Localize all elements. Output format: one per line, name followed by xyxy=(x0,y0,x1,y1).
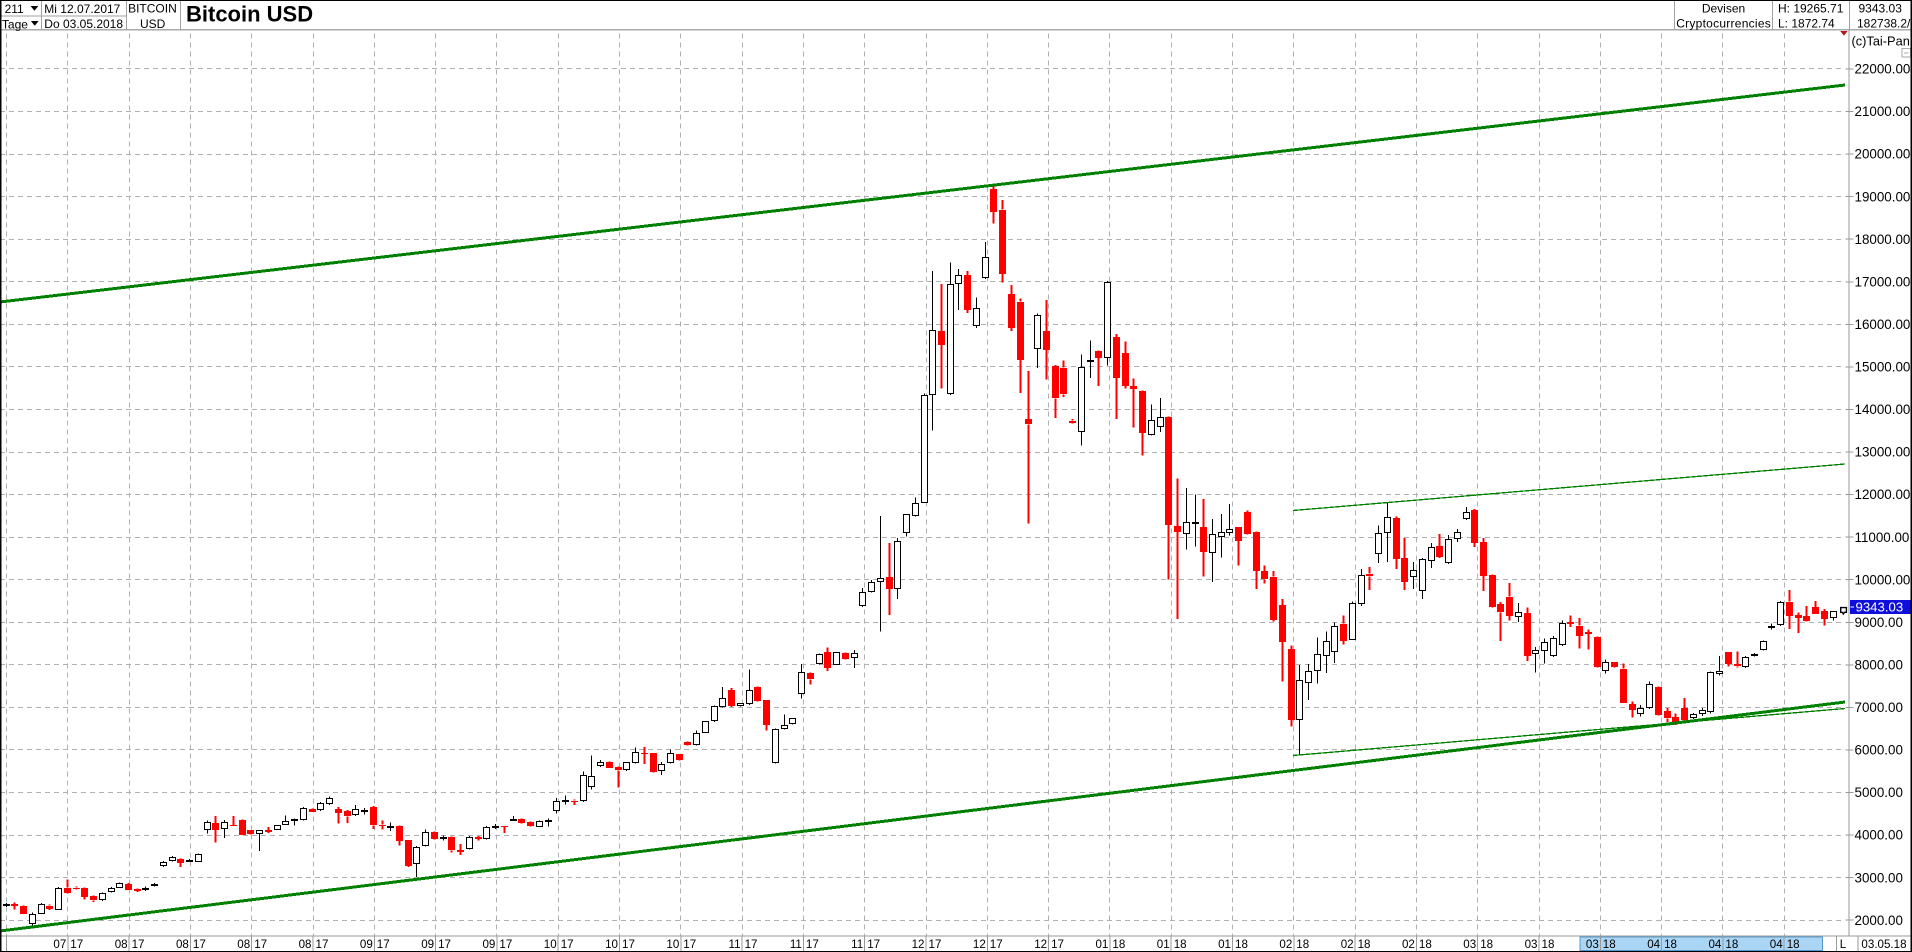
svg-text:18: 18 xyxy=(1664,938,1677,951)
svg-text:17: 17 xyxy=(438,938,451,951)
svg-text:L: 1872.74: L: 1872.74 xyxy=(1778,17,1835,31)
svg-text:03: 03 xyxy=(1586,938,1599,951)
svg-text:08: 08 xyxy=(237,938,250,951)
svg-text:04: 04 xyxy=(1708,938,1721,951)
svg-text:17: 17 xyxy=(132,938,145,951)
svg-text:Mi 12.07.2017: Mi 12.07.2017 xyxy=(44,2,120,16)
svg-text:20000.00: 20000.00 xyxy=(1855,147,1911,162)
svg-text:18: 18 xyxy=(1603,938,1616,951)
svg-text:17: 17 xyxy=(745,938,758,951)
svg-text:10: 10 xyxy=(605,938,618,951)
svg-text:02: 02 xyxy=(1279,938,1292,951)
svg-text:03: 03 xyxy=(1525,938,1538,951)
svg-text:07: 07 xyxy=(53,938,66,951)
svg-text:11000.00: 11000.00 xyxy=(1855,530,1910,545)
svg-text:09: 09 xyxy=(360,938,373,951)
svg-text:10: 10 xyxy=(544,938,557,951)
svg-text:18: 18 xyxy=(1296,938,1309,951)
svg-text:17: 17 xyxy=(683,938,696,951)
svg-text:2000.00: 2000.00 xyxy=(1855,913,1903,928)
svg-text:02: 02 xyxy=(1402,938,1415,951)
svg-text:9000.00: 9000.00 xyxy=(1855,615,1903,630)
svg-text:Devisen: Devisen xyxy=(1702,2,1745,16)
svg-text:02: 02 xyxy=(1341,938,1354,951)
svg-text:08: 08 xyxy=(176,938,189,951)
svg-text:17: 17 xyxy=(806,938,819,951)
svg-text:17: 17 xyxy=(316,938,329,951)
svg-text:15000.00: 15000.00 xyxy=(1855,360,1911,375)
svg-text:17: 17 xyxy=(70,938,83,951)
svg-text:04: 04 xyxy=(1770,938,1783,951)
svg-text:12: 12 xyxy=(973,938,986,951)
svg-text:10: 10 xyxy=(666,938,679,951)
svg-text:9343.03: 9343.03 xyxy=(1859,2,1903,16)
svg-text:18: 18 xyxy=(1542,938,1555,951)
svg-text:17: 17 xyxy=(254,938,267,951)
svg-text:17: 17 xyxy=(990,938,1003,951)
svg-text:16000.00: 16000.00 xyxy=(1855,317,1911,332)
svg-text:18: 18 xyxy=(1235,938,1248,951)
svg-text:18: 18 xyxy=(1725,938,1738,951)
svg-text:03.05.18: 03.05.18 xyxy=(1861,938,1906,951)
svg-text:H: 19265.71: H: 19265.71 xyxy=(1778,2,1844,16)
svg-text:L: L xyxy=(1840,938,1847,951)
svg-text:17000.00: 17000.00 xyxy=(1855,274,1911,289)
svg-text:17: 17 xyxy=(193,938,206,951)
svg-text:10000.00: 10000.00 xyxy=(1855,572,1911,587)
svg-text:Do 03.05.2018: Do 03.05.2018 xyxy=(44,17,123,31)
svg-text:BITCOIN: BITCOIN xyxy=(128,2,177,16)
svg-text:09: 09 xyxy=(421,938,434,951)
svg-text:USD: USD xyxy=(140,17,166,31)
svg-text:14000.00: 14000.00 xyxy=(1855,402,1911,417)
svg-text:12: 12 xyxy=(1034,938,1047,951)
svg-text:11: 11 xyxy=(790,938,802,951)
svg-text:17: 17 xyxy=(622,938,635,951)
svg-text:17: 17 xyxy=(929,938,942,951)
svg-text:3000.00: 3000.00 xyxy=(1855,870,1903,885)
svg-text:18: 18 xyxy=(1358,938,1371,951)
svg-text:22000.00: 22000.00 xyxy=(1855,62,1911,77)
svg-text:17: 17 xyxy=(377,938,390,951)
svg-text:17: 17 xyxy=(1051,938,1064,951)
svg-text:13000.00: 13000.00 xyxy=(1855,445,1911,460)
svg-text:17: 17 xyxy=(561,938,574,951)
svg-text:01: 01 xyxy=(1218,938,1231,951)
svg-text:08: 08 xyxy=(115,938,128,951)
svg-text:03: 03 xyxy=(1463,938,1476,951)
svg-text:18000.00: 18000.00 xyxy=(1855,232,1911,247)
svg-text:01: 01 xyxy=(1095,938,1108,951)
svg-text:17: 17 xyxy=(499,938,512,951)
svg-text:09: 09 xyxy=(482,938,495,951)
svg-text:211: 211 xyxy=(5,2,24,16)
svg-text:11: 11 xyxy=(851,938,863,951)
svg-text:12000.00: 12000.00 xyxy=(1855,487,1911,502)
svg-text:8000.00: 8000.00 xyxy=(1855,658,1903,673)
svg-text:6000.00: 6000.00 xyxy=(1855,743,1903,758)
svg-text:04: 04 xyxy=(1647,938,1660,951)
svg-text:5000.00: 5000.00 xyxy=(1855,785,1903,800)
svg-text:Tage: Tage xyxy=(2,17,28,31)
svg-text:18: 18 xyxy=(1174,938,1187,951)
svg-text:7000.00: 7000.00 xyxy=(1855,700,1903,715)
svg-text:18: 18 xyxy=(1112,938,1125,951)
svg-text:11: 11 xyxy=(729,938,741,951)
svg-text:19000.00: 19000.00 xyxy=(1855,189,1911,204)
svg-text:4000.00: 4000.00 xyxy=(1855,828,1903,843)
svg-text:18: 18 xyxy=(1480,938,1493,951)
svg-text:17: 17 xyxy=(867,938,880,951)
svg-text:12: 12 xyxy=(912,938,925,951)
svg-text:(c)Tai-Pan: (c)Tai-Pan xyxy=(1852,34,1910,49)
svg-text:21000.00: 21000.00 xyxy=(1855,104,1911,119)
svg-text:Bitcoin USD: Bitcoin USD xyxy=(186,2,313,27)
svg-text:01: 01 xyxy=(1157,938,1170,951)
svg-text:Cryptocurrencies: Cryptocurrencies xyxy=(1676,17,1771,31)
svg-text:18: 18 xyxy=(1787,938,1800,951)
svg-text:9343.03: 9343.03 xyxy=(1856,600,1904,615)
svg-text:182738.2/: 182738.2/ xyxy=(1857,17,1911,31)
svg-text:08: 08 xyxy=(299,938,312,951)
svg-text:18: 18 xyxy=(1419,938,1432,951)
